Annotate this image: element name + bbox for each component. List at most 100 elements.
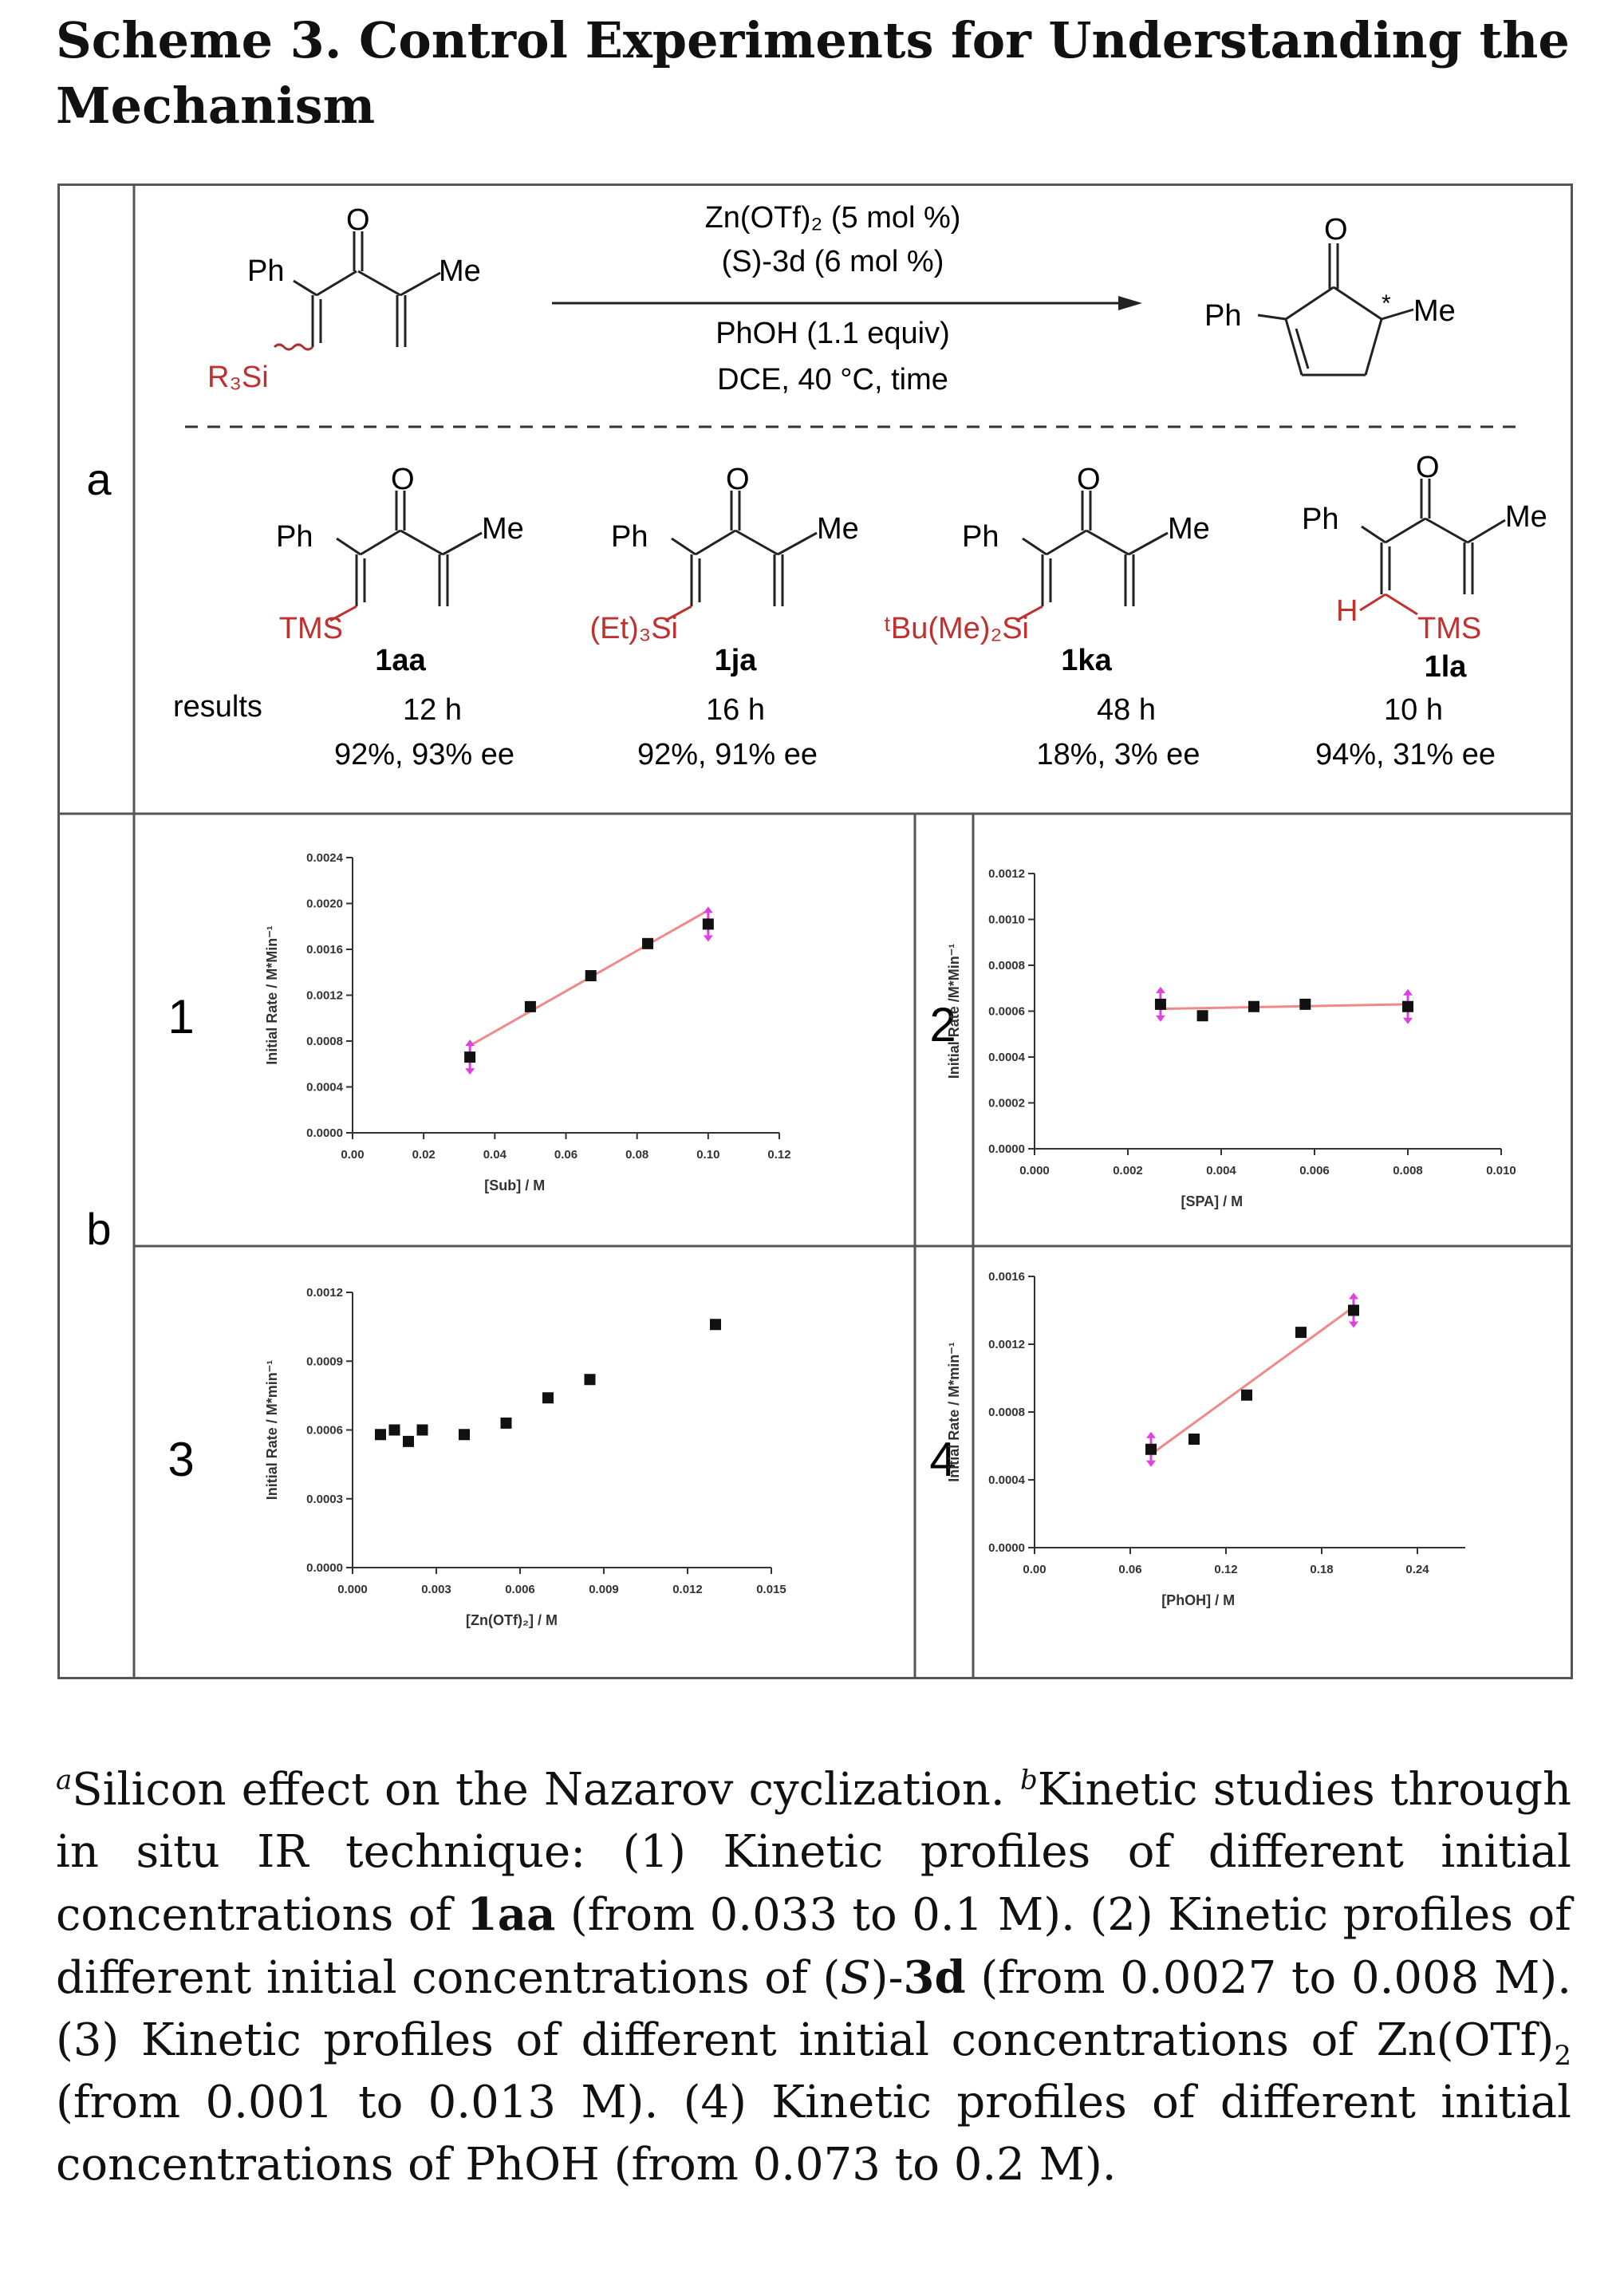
bond: [1128, 531, 1169, 556]
y-axis-label: Initial Rate / M*min⁻¹: [264, 1360, 280, 1501]
silyl-group: TMS: [279, 612, 343, 645]
plot-number: 3: [168, 1433, 194, 1486]
caption-compound-1aa: 1aa: [466, 1888, 556, 1941]
atom-o: O: [1416, 451, 1440, 484]
data-point: [1196, 1010, 1208, 1022]
caption-b-text-1: Kinetic studies through in situ IR techn…: [56, 1764, 1572, 1941]
x-tick-label: 0.000: [337, 1583, 368, 1596]
data-point: [524, 1000, 536, 1012]
caption-b-text-4: (from 0.0027 to 0.008 M). (3) Kinetic pr…: [56, 1952, 1572, 2066]
y-tick-label: 0.0002: [988, 1097, 1025, 1110]
data-point: [1241, 1389, 1252, 1401]
x-tick-label: 0.24: [1405, 1563, 1429, 1576]
y-tick-label: 0.0008: [988, 959, 1025, 972]
y-tick-label: 0.0010: [988, 913, 1025, 927]
bond: [735, 529, 778, 556]
atom-me: Me: [1168, 512, 1210, 546]
bond: [400, 529, 443, 556]
error-cap: [1349, 1292, 1358, 1300]
atom-o: O: [391, 463, 415, 496]
x-axis-label: [Sub] / M: [484, 1177, 545, 1193]
x-tick-label: 0.009: [589, 1583, 619, 1596]
error-cap: [465, 1039, 475, 1047]
x-tick-label: 0.010: [1486, 1164, 1516, 1177]
reactant-ph: Ph: [247, 254, 284, 288]
data-point: [464, 1051, 476, 1063]
y-tick-label: 0.0016: [306, 943, 343, 957]
substrate-1ja: Ph Me O (Et)₃Si 1ja 16 h 92%, 91% ee: [590, 463, 859, 771]
y-tick-label: 0.0004: [988, 1473, 1026, 1487]
bond: [1046, 529, 1087, 556]
x-tick-label: 0.06: [554, 1148, 577, 1162]
x-tick-label: 0.12: [1214, 1563, 1237, 1576]
kinetic-plots: 10.00 0.02 0.04 0.06 0.08 0.10 0.120.00000.000…: [168, 851, 1516, 1628]
x-axis-label: [SPA] / M: [1181, 1193, 1243, 1209]
reactant-structure: [293, 231, 441, 347]
x-tick-label: 0.006: [1299, 1164, 1330, 1177]
atom-o: O: [726, 463, 750, 496]
figure-caption: aSilicon effect on the Nazarov cyclizati…: [56, 1759, 1571, 2196]
y-tick-label: 0.0020: [306, 897, 343, 911]
data-point: [403, 1435, 414, 1447]
product-o: O: [1324, 213, 1348, 247]
x-tick-label: 0.08: [625, 1148, 648, 1162]
reaction-time: 10 h: [1384, 693, 1443, 727]
caption-sub-2: 2: [1554, 2040, 1571, 2073]
y-tick-label: 0.0003: [306, 1493, 343, 1506]
data-point: [1248, 1000, 1259, 1012]
bond: [1086, 529, 1129, 556]
y-axis-label: Initial Rate /M*Min⁻¹: [946, 944, 962, 1079]
reaction-time: 12 h: [403, 693, 462, 727]
x-tick-label: 0.012: [672, 1583, 703, 1596]
si-bond: [1015, 605, 1043, 622]
x-tick-label: 0.04: [483, 1148, 507, 1162]
bond: [1385, 517, 1426, 544]
atom-h: H: [1336, 594, 1358, 628]
yield-ee: 18%, 3% ee: [1037, 738, 1200, 771]
scheme-svg: a b Ph Me O R₃Si Zn(OTf)₂ (5 mol %) (S)-…: [57, 183, 1573, 1679]
arrow-head: [1118, 296, 1142, 310]
data-point: [542, 1392, 554, 1404]
bond: [442, 531, 483, 556]
condition-additive: PhOH (1.1 equiv): [715, 317, 950, 350]
caption-s: S: [840, 1952, 871, 2004]
yield-ee: 92%, 91% ee: [637, 738, 818, 771]
caption-b-text-5: (from 0.001 to 0.013 M). (4) Kinetic pro…: [56, 2077, 1571, 2191]
atom-o: O: [1077, 463, 1101, 496]
atom-ph: Ph: [1302, 503, 1338, 536]
atom-me: Me: [1505, 500, 1547, 534]
x-axis-label: [PhOH] / M: [1161, 1592, 1235, 1608]
silyl-group: TMS: [1417, 612, 1481, 645]
y-tick-label: 0.0009: [306, 1355, 343, 1368]
y-tick-label: 0.0000: [306, 1561, 343, 1575]
product-me: Me: [1413, 294, 1456, 328]
y-tick-label: 0.0000: [988, 1541, 1025, 1555]
reactant-me: Me: [439, 254, 481, 288]
error-cap: [1349, 1321, 1358, 1328]
error-cap: [1403, 988, 1413, 996]
error-cap: [465, 1068, 475, 1075]
scheme-figure: a b Ph Me O R₃Si Zn(OTf)₂ (5 mol %) (S)-…: [57, 183, 1573, 1679]
plot-number: 4: [929, 1433, 956, 1486]
atom-ph: Ph: [611, 520, 648, 554]
h-bond: [1359, 593, 1386, 612]
caption-a-mark: a: [56, 1764, 73, 1797]
x-tick-label: 0.003: [421, 1583, 451, 1596]
y-tick-label: 0.0004: [306, 1081, 344, 1095]
y-tick-label: 0.0000: [988, 1142, 1025, 1156]
x-tick-label: 0.002: [1113, 1164, 1143, 1177]
condition-solvent: DCE, 40 °C, time: [717, 363, 948, 396]
x-tick-label: 0.10: [696, 1148, 719, 1162]
x-tick-label: 0.015: [756, 1583, 786, 1596]
data-point: [459, 1429, 470, 1441]
data-point: [1154, 998, 1166, 1010]
kinetic-plot-1: 1 0.00 0.02 0.04 0.06 0.08 0.10 0.12 0.0000 0.000…: [168, 851, 790, 1193]
si-bond: [1385, 593, 1418, 616]
caption-b-text-3: )-: [870, 1952, 904, 2004]
atom-me: Me: [817, 512, 859, 546]
error-cap: [1155, 1015, 1165, 1022]
y-axis-label: Initial Rate / M*Min⁻¹: [264, 925, 280, 1065]
condition-catalyst: Zn(OTf)₂ (5 mol %): [705, 201, 961, 235]
bond: [1361, 525, 1386, 544]
y-tick-label: 0.0000: [306, 1126, 343, 1140]
